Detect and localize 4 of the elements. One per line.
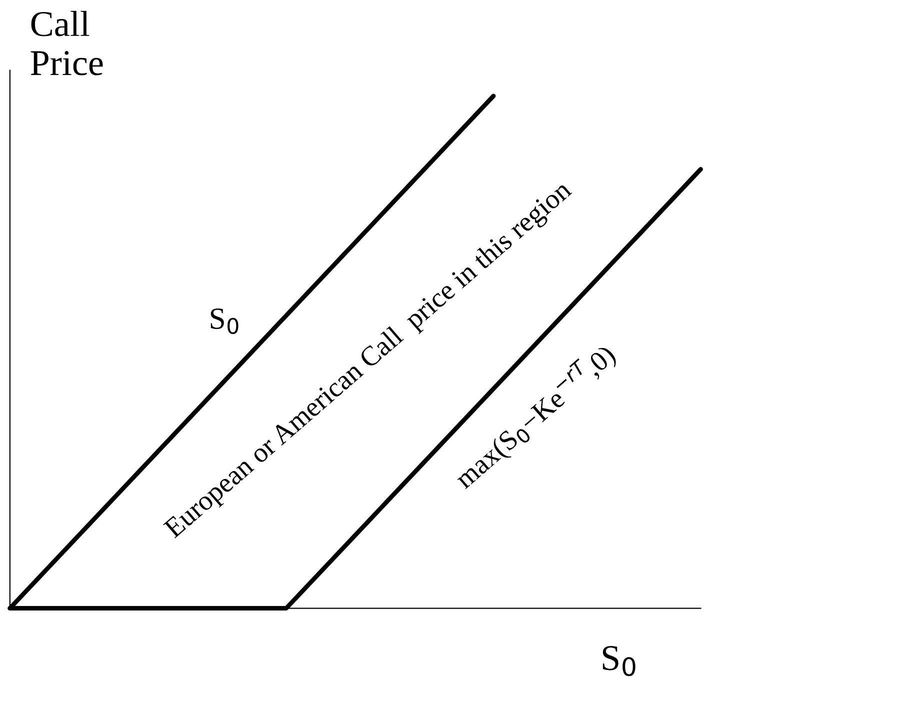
series-label: S$_{0}$ — [210, 308, 238, 334]
text: max(S$_{0}$−Ke$^{−rT}$,0) — [449, 340, 620, 494]
y-axis-title: Call Price — [30, 10, 103, 76]
x-axis-title: S$_{0}$ — [602, 646, 636, 676]
